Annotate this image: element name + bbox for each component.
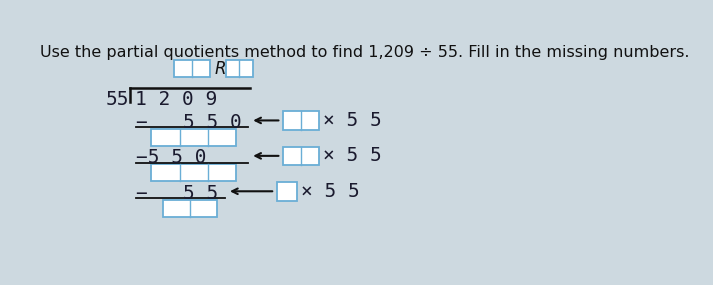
Text: −5 5 0: −5 5 0 — [135, 148, 206, 167]
Bar — [151, 129, 237, 146]
Bar — [277, 182, 297, 201]
Bar — [175, 60, 210, 77]
Text: 55: 55 — [106, 90, 130, 109]
Bar — [283, 146, 319, 165]
Text: R: R — [215, 60, 226, 78]
Text: Use the partial quotients method to find 1,209 ÷ 55. Fill in the missing numbers: Use the partial quotients method to find… — [40, 45, 689, 60]
Bar — [151, 164, 237, 181]
Text: −   5 5 0: − 5 5 0 — [135, 113, 242, 132]
Bar — [225, 60, 253, 77]
Text: × 5 5: × 5 5 — [323, 146, 382, 165]
Text: −   5 5: − 5 5 — [135, 184, 218, 203]
Text: × 5 5: × 5 5 — [302, 182, 360, 201]
Text: 1 2 0 9: 1 2 0 9 — [135, 90, 217, 109]
Bar — [163, 200, 217, 217]
Bar — [283, 111, 319, 130]
Text: × 5 5: × 5 5 — [323, 111, 382, 130]
